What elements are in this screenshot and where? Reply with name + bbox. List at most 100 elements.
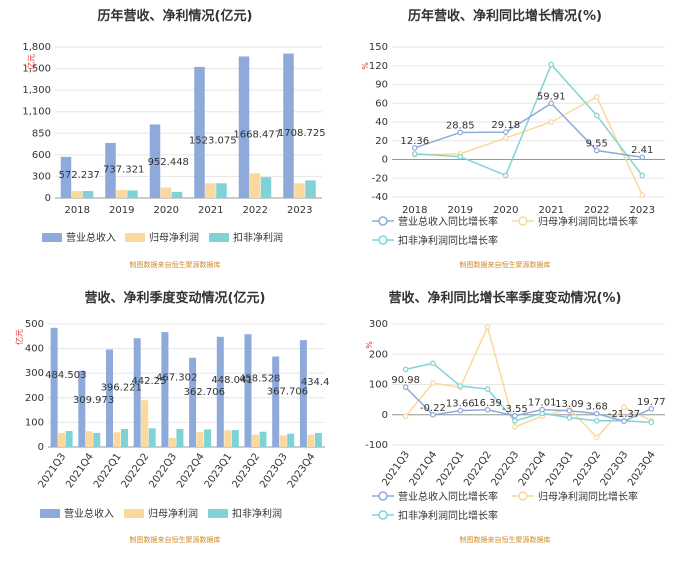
legend-label: 归母净利润 (149, 231, 199, 244)
series-point-2 (566, 414, 573, 421)
data-label: 3.68 (586, 402, 608, 413)
x-tick-label: 2022 (243, 205, 268, 216)
data-label: -21.37 (608, 409, 640, 420)
series-point-0 (621, 418, 627, 425)
bar-deducted-net-profit (314, 432, 322, 447)
data-label: 19.77 (637, 397, 666, 408)
series-point-2 (502, 172, 509, 179)
legend-label: 营业总收入 (64, 507, 114, 520)
data-label: 484.503 (45, 370, 86, 381)
legend-swatch-1 (125, 233, 145, 242)
y-tick-label: 1,300 (22, 85, 51, 96)
bar-deducted-net-profit (305, 180, 316, 198)
x-tick-label: 2018 (402, 205, 427, 216)
y-tick-label: -40 (372, 192, 388, 203)
x-tick-label: 2020 (493, 205, 518, 216)
series-line-1 (405, 324, 652, 439)
legend-label: 营业总收入同比增长率 (398, 215, 498, 228)
y-tick-label: -100 (365, 440, 388, 451)
series-point-2 (457, 153, 464, 160)
chart2-title: 历年营收、净利同比增长情况(%) (408, 8, 602, 24)
bar-revenue (299, 340, 307, 447)
y-tick-label: 0 (45, 193, 51, 204)
bar-deducted-net-profit (260, 177, 272, 198)
series-point-1 (402, 413, 409, 420)
bar-net-profit (294, 183, 305, 198)
bar-net-profit (113, 432, 121, 447)
legend-label: 营业总收入同比增长率 (398, 490, 498, 503)
x-tick-label: 2023 (630, 205, 655, 216)
legend-label: 归母净利润 (148, 507, 198, 520)
legend-marker-1 (518, 216, 528, 226)
series-point-0 (639, 154, 646, 161)
bar-revenue (272, 356, 280, 447)
bar-net-profit (116, 190, 127, 198)
chart4-title: 营收、净利同比增长率季度变动情况(%) (389, 290, 622, 306)
x-tick-label: 2021 (198, 205, 223, 216)
x-tick-label: 2019 (448, 205, 473, 216)
series-point-0 (566, 407, 573, 414)
y-tick-label: 100 (25, 417, 44, 428)
series-point-1 (512, 424, 518, 430)
bar-deducted-net-profit (204, 429, 212, 447)
series-point-1 (593, 94, 600, 100)
y-tick-label: 300 (369, 319, 388, 330)
data-label: 28.85 (446, 120, 475, 131)
x-tick-label: 2022 (584, 205, 609, 216)
y-tick-label: 150 (369, 42, 388, 53)
y-tick-label: 1,800 (22, 42, 51, 53)
data-label: 396.221 (101, 382, 142, 393)
series-point-0 (411, 145, 418, 151)
legend-swatch-1 (124, 509, 144, 518)
legend-marker-0 (378, 216, 388, 226)
x-tick-label: 2020 (154, 205, 179, 216)
bar-deducted-net-profit (93, 432, 101, 447)
data-label: 12.36 (400, 136, 429, 147)
data-label: -3.55 (502, 404, 528, 415)
bar-net-profit (168, 437, 176, 447)
series-line-0 (405, 386, 652, 423)
bar-revenue (283, 53, 294, 198)
bar-net-profit (141, 400, 149, 447)
series-point-0 (593, 410, 600, 417)
y-tick-label: 90 (375, 80, 388, 91)
data-label: 90.98 (391, 375, 420, 386)
series-point-2 (548, 61, 555, 68)
y-tick-label: 200 (369, 349, 388, 360)
y-tick-label: 400 (25, 344, 44, 355)
series-point-0 (484, 406, 491, 413)
data-label: 467.302 (156, 372, 197, 383)
y-tick-label: 40 (375, 117, 388, 128)
data-label: 29.18 (491, 120, 520, 131)
chart2-plot: -40 -20 0 20 40 60 90 120 150 12.36 28.85 29.18 59.9… (369, 42, 665, 247)
chart3-unit: 亿元 (14, 329, 24, 345)
series-point-1 (593, 434, 600, 441)
x-tick-label: 2021 (539, 205, 564, 216)
y-tick-label: 0 (38, 442, 44, 453)
series-point-0 (402, 384, 409, 391)
bar-revenue (106, 349, 113, 447)
data-label: 2.41 (631, 145, 653, 156)
chart3-plot: 0 100 200 300 400 500 484.503 309.973 396.221442… (25, 319, 330, 520)
legend-swatch-2 (209, 233, 229, 242)
bar-deducted-net-profit (171, 191, 183, 198)
series-point-0 (512, 413, 518, 419)
bar-deducted-net-profit (148, 428, 156, 447)
chart2-unit: % (361, 62, 370, 70)
legend-swatch-2 (208, 509, 228, 518)
data-label: 572.237 (59, 170, 100, 181)
series-point-0 (457, 407, 464, 414)
series-point-2 (648, 419, 655, 426)
data-label: 13.09 (555, 399, 584, 410)
legend-label: 扣非净利润 (233, 231, 283, 244)
data-label: 16.39 (473, 398, 502, 409)
series-point-1 (484, 324, 491, 330)
bar-revenue (194, 66, 205, 198)
legend-label: 扣非净利润同比增长率 (398, 234, 498, 247)
data-label: 1708.725 (278, 128, 326, 139)
legend-label: 营业总收入 (66, 231, 116, 244)
bar-revenue (161, 332, 169, 447)
chart1-plot: 0 300 600 850 1,100 1,300 1,500 1,800 572.237737… (22, 42, 325, 244)
